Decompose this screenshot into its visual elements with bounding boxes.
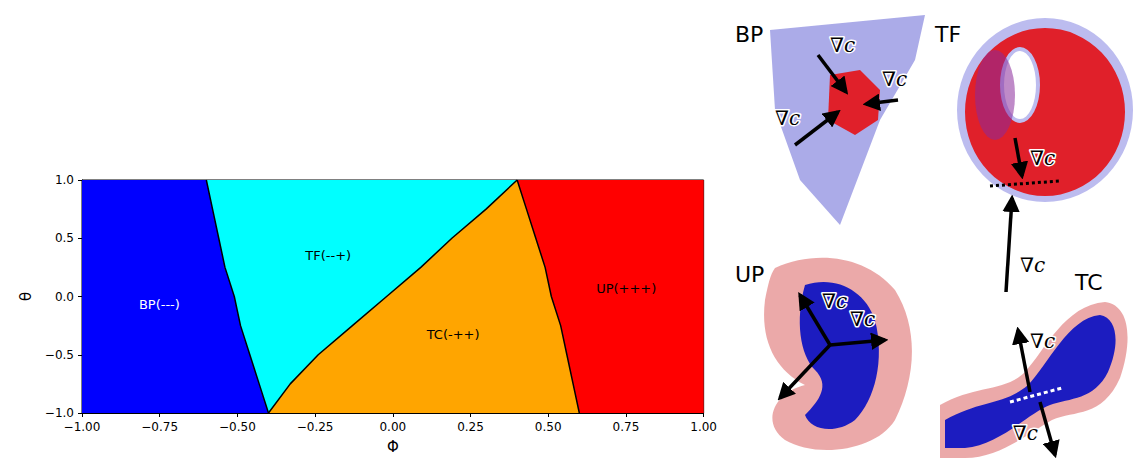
- svg-text:BP: BP: [735, 22, 763, 47]
- svg-text:TF: TF: [934, 22, 961, 47]
- svg-text:0.0: 0.0: [55, 290, 74, 304]
- svg-text:−0.50: −0.50: [219, 420, 256, 434]
- svg-text:0.50: 0.50: [535, 420, 562, 434]
- svg-text:0.00: 0.00: [379, 420, 406, 434]
- svg-text:UP(+++): UP(+++): [596, 281, 656, 296]
- svg-text:BP(---): BP(---): [139, 297, 180, 312]
- svg-text:Φ: Φ: [387, 438, 399, 456]
- svg-text:−0.25: −0.25: [297, 420, 334, 434]
- svg-text:0.75: 0.75: [613, 420, 640, 434]
- svg-text:−1.0: −1.0: [45, 406, 74, 420]
- svg-text:−0.75: −0.75: [141, 420, 178, 434]
- svg-text:0.5: 0.5: [55, 231, 74, 245]
- svg-text:∇c: ∇c: [1030, 329, 1055, 353]
- svg-text:∇c: ∇c: [1020, 253, 1045, 277]
- svg-text:∇c: ∇c: [775, 106, 800, 130]
- svg-text:∇c: ∇c: [882, 67, 907, 91]
- svg-text:TC: TC: [1074, 270, 1103, 295]
- svg-text:UP: UP: [735, 262, 764, 287]
- svg-text:TC(-++): TC(-++): [426, 327, 480, 342]
- svg-text:∇c: ∇c: [1013, 421, 1038, 445]
- svg-text:−1.00: −1.00: [64, 420, 101, 434]
- svg-text:θ: θ: [17, 292, 35, 301]
- svg-text:1.0: 1.0: [55, 173, 74, 187]
- svg-text:TF(--+): TF(--+): [304, 248, 351, 263]
- svg-text:∇c: ∇c: [822, 289, 847, 313]
- svg-text:∇c: ∇c: [850, 307, 875, 331]
- svg-text:∇c: ∇c: [1030, 146, 1055, 170]
- svg-text:∇c: ∇c: [830, 33, 855, 57]
- svg-text:1.00: 1.00: [690, 420, 717, 434]
- svg-text:0.25: 0.25: [457, 420, 484, 434]
- svg-text:−0.5: −0.5: [45, 348, 74, 362]
